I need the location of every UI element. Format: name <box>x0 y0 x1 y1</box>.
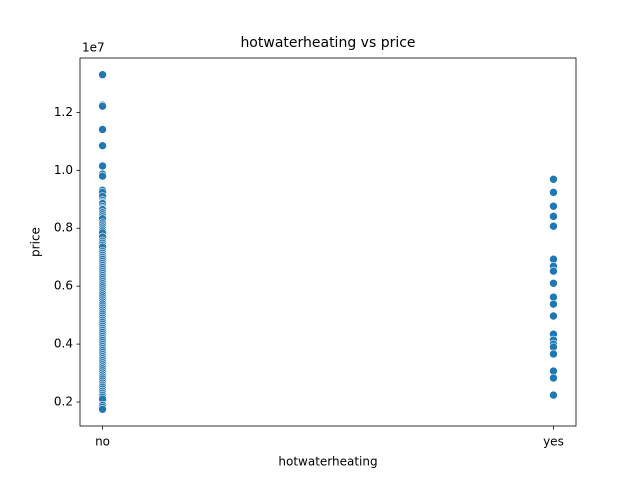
point <box>549 174 558 184</box>
point <box>98 404 107 414</box>
chart-title: hotwaterheating vs price <box>240 35 415 51</box>
point <box>549 349 558 359</box>
y-axis-label: price <box>29 227 43 257</box>
point <box>549 299 558 309</box>
y-tick-label: 1.0 <box>54 163 73 177</box>
point <box>98 70 107 80</box>
y-tick-label: 0.6 <box>54 279 73 293</box>
y-tick-label: 1.2 <box>54 105 73 119</box>
point <box>549 201 558 211</box>
x-axis-label: hotwaterheating <box>278 455 377 469</box>
point <box>549 188 558 197</box>
point <box>98 161 107 171</box>
plot-frame <box>79 57 577 427</box>
point <box>549 311 558 321</box>
point <box>549 212 558 221</box>
y-tick-label: 0.4 <box>54 337 73 351</box>
y-offset-label: 1e7 <box>82 41 105 55</box>
point <box>98 125 107 134</box>
point <box>549 390 558 400</box>
point <box>98 171 107 181</box>
x-tick-label: yes <box>543 435 564 449</box>
point <box>98 101 107 111</box>
point <box>549 278 558 288</box>
point <box>549 373 558 383</box>
point <box>98 141 107 150</box>
y-tick-label: 0.8 <box>54 221 73 235</box>
point <box>549 266 558 276</box>
x-tick-label: no <box>95 435 110 449</box>
point <box>549 221 558 231</box>
y-tick-label: 0.2 <box>54 395 73 409</box>
